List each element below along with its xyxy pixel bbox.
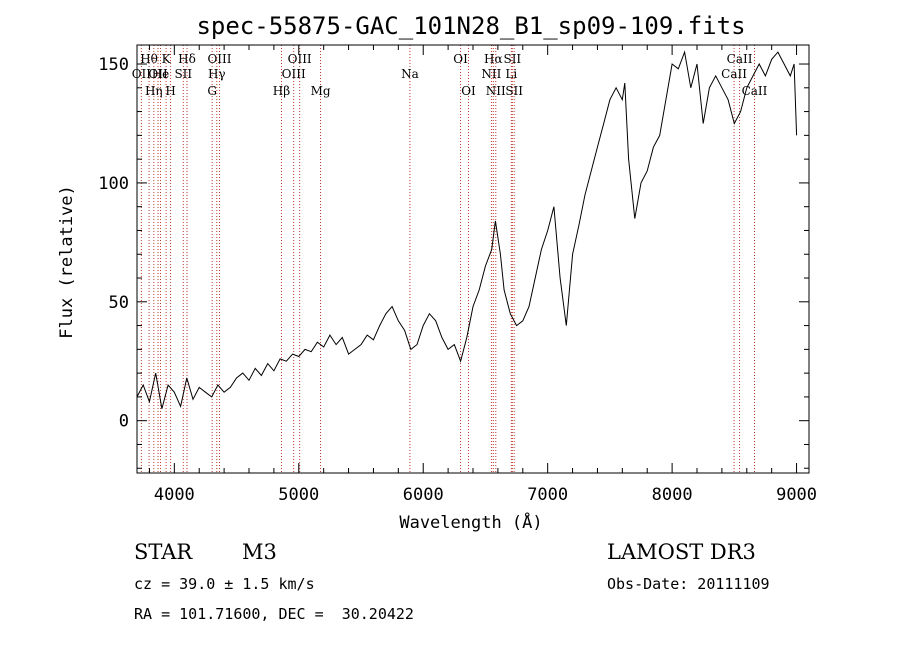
spectral-line-label: Hδ <box>178 52 196 66</box>
y-tick-label: 150 <box>98 55 129 75</box>
survey-name: LAMOST DR3 <box>607 540 756 564</box>
spectral-line-label: CaII <box>742 84 768 98</box>
spectral-line-label: Li <box>505 67 517 81</box>
spectral-line-label: OIII <box>207 52 231 66</box>
x-tick-label: 6000 <box>403 485 444 505</box>
x-tick-label: 4000 <box>154 485 195 505</box>
x-tick-label: 7000 <box>527 485 568 505</box>
flux-series-line <box>136 50 798 409</box>
spectral-line-label: OIII <box>282 67 306 81</box>
chart-title: spec-55875-GAC_101N28_B1_sp09-109.fits <box>196 12 745 40</box>
spectral-line-label: K <box>162 52 172 66</box>
y-axis-ticks: 0 50 100 150 <box>98 55 809 469</box>
spectral-line-markers <box>140 45 755 473</box>
x-tick-label: 8000 <box>652 485 693 505</box>
x-tick-label: 9000 <box>776 485 817 505</box>
observation-date: Obs-Date: 20111109 <box>607 575 770 593</box>
plot-frame <box>136 44 810 474</box>
x-axis-label: Wavelength (Å) <box>399 511 542 533</box>
spectral-line-label: NII <box>486 84 506 98</box>
spectral-line-label: Hβ <box>273 84 290 98</box>
spectral-line-label: Hα <box>484 52 503 66</box>
spectral-line-label: NII <box>481 67 501 81</box>
y-axis-label: Flux (relative) <box>57 185 77 339</box>
spectral-line-label: He <box>152 67 170 81</box>
spectral-line-label: SII <box>174 67 192 81</box>
spectral-line-labels: OIIHθHηOIIHeKHSIIHδGHγOIIIHβOIIIOIIIMgNa… <box>132 52 768 98</box>
object-subclass: M3 <box>242 540 277 564</box>
spectral-line-label: Na <box>401 67 419 81</box>
redshift-readout: cz = 39.0 ± 1.5 km/s <box>134 575 315 593</box>
spectral-line-label: OII <box>148 67 168 81</box>
spectral-line-label: CaII <box>727 52 753 66</box>
y-tick-label: 0 <box>119 412 129 432</box>
y-tick-label: 100 <box>98 174 129 194</box>
coordinates-readout: RA = 101.71600, DEC = 30.20422 <box>134 605 414 623</box>
spectral-line-label: CaII <box>721 67 747 81</box>
spectral-line-label: OIII <box>288 52 312 66</box>
spectral-line-label: OI <box>461 84 476 98</box>
spectral-line-label: G <box>207 84 217 98</box>
x-tick-label: 5000 <box>278 485 319 505</box>
spectral-line-label: Hθ <box>140 52 158 66</box>
y-tick-label: 50 <box>109 293 129 313</box>
spectral-line-label: SII <box>505 84 523 98</box>
spectral-line-label: Hη <box>145 84 163 98</box>
spectral-line-label: Mg <box>311 84 331 98</box>
spectral-line-label: OI <box>453 52 468 66</box>
object-class: STAR <box>134 540 193 564</box>
spectral-line-label: Hγ <box>208 67 226 81</box>
spectral-line-label: H <box>165 84 175 98</box>
x-axis-ticks: 4000 5000 6000 7000 8000 9000 <box>148 45 817 505</box>
spectral-line-label: SII <box>503 52 521 66</box>
